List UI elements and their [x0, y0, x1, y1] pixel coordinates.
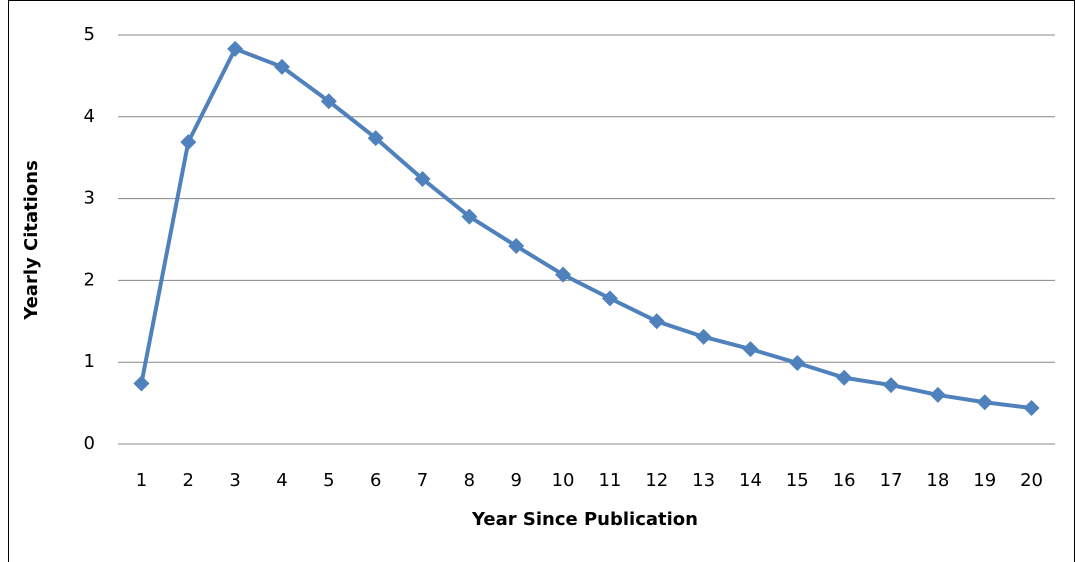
data-point: [929, 386, 946, 403]
x-tick-label: 17: [880, 470, 903, 491]
data-point: [273, 58, 290, 75]
data-point: [320, 93, 337, 110]
y-tick-label: 5: [84, 24, 95, 45]
x-tick-label: 12: [645, 470, 668, 491]
data-point: [555, 266, 572, 283]
data-point: [367, 130, 384, 147]
data-point: [789, 355, 806, 372]
data-point: [601, 290, 618, 307]
y-tick-label: 3: [84, 188, 95, 209]
data-point: [227, 40, 244, 57]
x-tick-label: 6: [370, 470, 381, 491]
x-tick-label: 16: [833, 470, 856, 491]
x-tick-label: 8: [464, 470, 475, 491]
data-point: [742, 341, 759, 358]
x-tick-label: 15: [786, 470, 809, 491]
data-line: [139, 46, 1032, 410]
x-tick-label: 3: [229, 470, 240, 491]
x-tick-label: 1: [136, 470, 147, 491]
x-tick-label: 9: [510, 470, 521, 491]
y-tick-label: 2: [84, 269, 95, 290]
x-tick-label: 4: [276, 470, 287, 491]
x-tick-label: 5: [323, 470, 334, 491]
x-tick-label: 18: [926, 470, 949, 491]
x-tick-label: 11: [598, 470, 621, 491]
data-point: [180, 134, 197, 151]
x-axis-title: Year Since Publication: [471, 509, 698, 530]
data-point: [836, 369, 853, 386]
data-point: [976, 394, 993, 411]
x-tick-label: 20: [1020, 470, 1043, 491]
x-tick-label: 14: [739, 470, 762, 491]
y-tick-label: 0: [84, 433, 95, 454]
x-tick-label: 13: [692, 470, 715, 491]
data-point: [648, 313, 665, 330]
data-point: [461, 208, 478, 225]
data-point: [695, 328, 712, 345]
y-tick-label: 1: [84, 351, 95, 372]
data-point: [133, 375, 150, 392]
x-tick-label: 19: [973, 470, 996, 491]
x-tick-label: 7: [417, 470, 428, 491]
data-point: [414, 170, 431, 187]
data-point: [1023, 400, 1040, 417]
chart-border: [8, 0, 1075, 562]
y-axis-title: Yearly Citations: [21, 160, 42, 321]
data-point: [883, 377, 900, 394]
x-tick-label: 2: [183, 470, 194, 491]
y-tick-label: 4: [84, 106, 95, 127]
data-point: [508, 238, 525, 255]
x-tick-label: 10: [552, 470, 575, 491]
